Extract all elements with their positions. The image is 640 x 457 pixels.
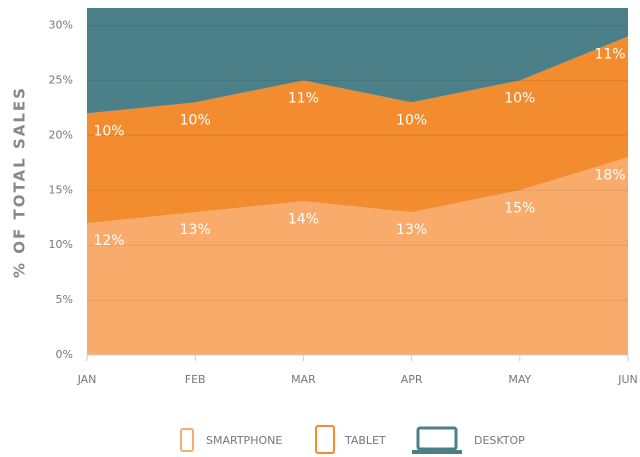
value-label: 12% [93, 233, 124, 249]
legend-icon [416, 426, 458, 451]
value-label: 15% [504, 200, 535, 216]
x-tick-label: MAY [508, 373, 531, 386]
y-tick-label: 20% [49, 128, 73, 141]
y-tick-label: 5% [56, 293, 73, 306]
value-label: 10% [180, 112, 211, 128]
legend-label: DESKTOP [474, 434, 525, 447]
value-label: 11% [594, 47, 625, 63]
legend: SMARTPHONE TABLET DESKTOP [180, 425, 525, 454]
y-tick-label: 15% [49, 183, 73, 196]
x-tick-label: MAR [291, 373, 316, 386]
value-label: 13% [180, 222, 211, 238]
legend-label: SMARTPHONE [206, 434, 282, 447]
value-label: 14% [288, 211, 319, 227]
area [87, 8, 628, 114]
x-tick-label: APR [401, 373, 423, 386]
area [87, 157, 628, 355]
legend-icon [412, 450, 462, 454]
value-label: 11% [288, 90, 319, 106]
y-tick-label: 25% [49, 73, 73, 86]
x-tick-label: JAN [77, 373, 97, 386]
value-label: 10% [504, 90, 535, 106]
y-tick-label: 0% [56, 348, 73, 361]
legend-label: TABLET [344, 434, 386, 447]
y-axis-label: % OF TOTAL SALES [11, 86, 29, 278]
x-tick-label: JUN [617, 373, 638, 386]
value-label: 10% [93, 123, 124, 139]
y-tick-label: 30% [49, 19, 73, 32]
area [87, 36, 628, 224]
value-label: 18% [594, 167, 625, 183]
x-tick-label: FEB [185, 373, 206, 386]
y-tick-label: 10% [49, 238, 73, 251]
legend-icon [180, 428, 194, 452]
value-label: 10% [396, 112, 427, 128]
legend-icon [315, 425, 335, 454]
value-label: 13% [396, 222, 427, 238]
